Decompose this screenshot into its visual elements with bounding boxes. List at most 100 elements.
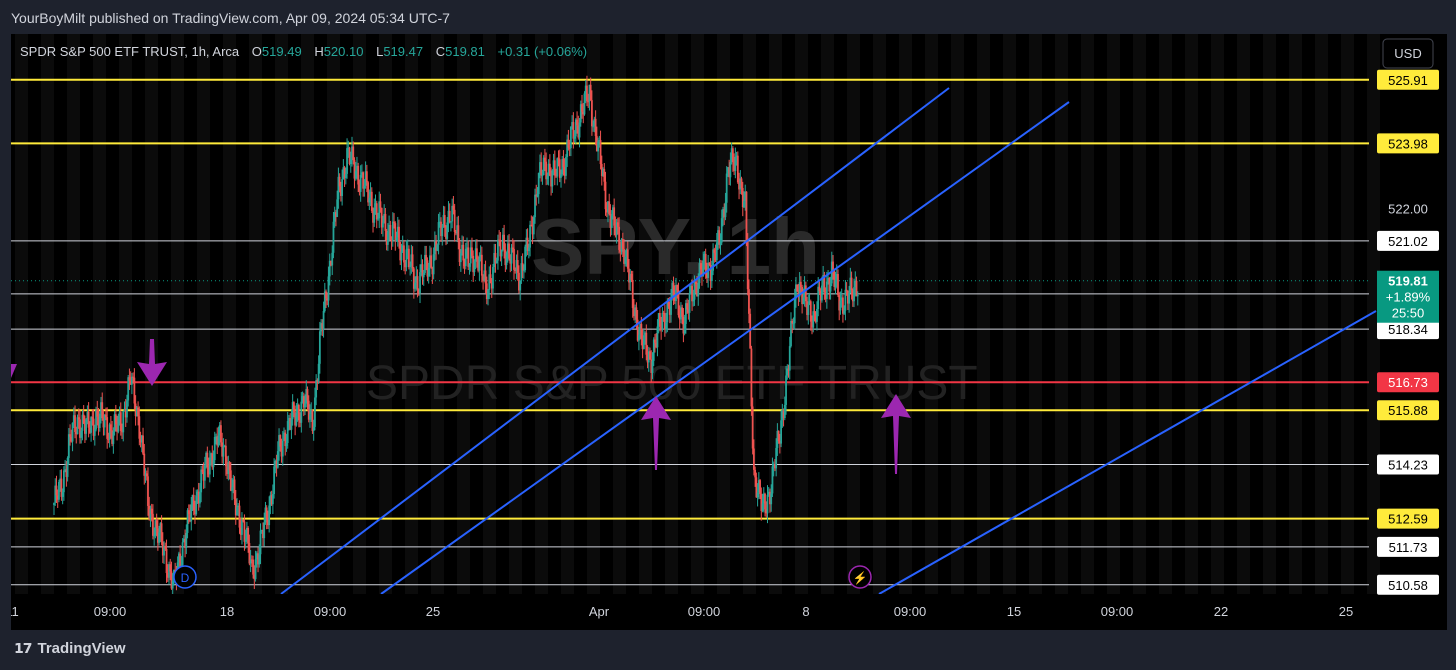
candle-body (222, 446, 225, 457)
candle-body (578, 122, 581, 138)
candle-body (111, 430, 114, 444)
candle-body (364, 171, 367, 186)
footer-bar: 𝟭𝟳 TradingView (0, 630, 1456, 670)
session-stripe (301, 34, 314, 594)
candle-body (526, 237, 529, 252)
candle-body (645, 332, 648, 355)
candle-body (731, 148, 734, 162)
candle-body (454, 231, 457, 234)
currency-button[interactable]: USD (1382, 38, 1434, 69)
channel-trendline (878, 310, 1377, 595)
candle-body (431, 267, 434, 275)
candle-body (283, 432, 285, 441)
candle-body (641, 338, 644, 350)
candle-body (142, 435, 144, 454)
candle-body (327, 276, 330, 301)
candle-body (322, 311, 325, 329)
legend-h-value: 520.10 (324, 44, 364, 59)
candle-body (117, 415, 120, 432)
candle-body (600, 164, 603, 176)
candle-body (458, 242, 461, 263)
session-stripe (1055, 34, 1068, 594)
legend-symbol: SPDR S&P 500 ETF TRUST, 1h, Arca (20, 44, 240, 59)
time-tick-label: 09:00 (94, 604, 127, 619)
level-price-tag (1377, 536, 1439, 557)
candle-body (702, 260, 705, 277)
candle-body (741, 188, 744, 208)
candle-body (220, 425, 222, 443)
event-marker[interactable]: ⚡ (848, 565, 872, 589)
session-stripe (509, 34, 522, 594)
candle-body (122, 410, 125, 433)
brand[interactable]: 𝟭𝟳 TradingView (14, 640, 126, 657)
candle-body (389, 224, 392, 241)
session-stripe (1133, 34, 1146, 594)
candle-body (693, 282, 696, 300)
candle-body (163, 545, 165, 556)
session-stripe (873, 34, 886, 594)
candle-body (849, 277, 852, 293)
candle-body (678, 315, 681, 320)
candle-body (127, 377, 130, 401)
candle-body (498, 239, 501, 241)
candle-body (542, 157, 545, 176)
candle-body (356, 165, 358, 172)
candle-body (466, 247, 468, 249)
candle-body (530, 224, 533, 226)
time-tick-label: Apr (589, 604, 610, 619)
candle-body (440, 221, 442, 237)
candle-body (781, 410, 784, 421)
dividend-marker[interactable]: D (173, 565, 197, 589)
candle-body (100, 402, 102, 414)
candle-body (92, 418, 95, 436)
candle-body (532, 217, 535, 235)
candle-body (415, 276, 418, 283)
candle-body (372, 210, 374, 223)
chart-area[interactable]: SPY, 1h SPDR S&P 500 ETF TRUST 525.91 523… (5, 34, 1447, 630)
candle-body (374, 203, 377, 208)
session-stripe (769, 34, 782, 594)
last-price-badge (1377, 270, 1439, 323)
candle-body (534, 194, 536, 218)
candle-body (706, 272, 708, 278)
candle-body (551, 170, 554, 187)
candle-body (730, 148, 733, 163)
candle-body (154, 520, 157, 536)
candle-body (818, 286, 821, 291)
candle-body (593, 118, 596, 127)
candle-body (95, 410, 97, 430)
price-chart[interactable]: SPY, 1h SPDR S&P 500 ETF TRUST 525.91 523… (5, 34, 1447, 630)
candle-body (74, 415, 76, 432)
candle-body (492, 267, 494, 289)
candle-body (201, 469, 204, 472)
candle-body (670, 297, 672, 315)
candle-body (391, 221, 394, 241)
candle-body (243, 521, 246, 542)
candle-body (610, 215, 613, 228)
candle-body (717, 230, 719, 243)
candle-body (727, 167, 729, 174)
trendlines (280, 87, 1377, 595)
candle-body (378, 201, 381, 219)
candle-body (662, 312, 665, 314)
candle-body (769, 491, 771, 505)
candle-body (108, 424, 111, 440)
candle-body (60, 478, 63, 497)
candle-body (725, 173, 728, 203)
candle-body (586, 85, 588, 102)
candle-body (269, 495, 272, 506)
candle-body (420, 264, 423, 273)
level-price-tag (1377, 400, 1439, 421)
candle-body (482, 275, 484, 281)
candle-body (192, 494, 195, 511)
session-stripe (1289, 34, 1302, 594)
candle-body (184, 538, 186, 548)
candle-body (137, 407, 139, 417)
level-price-tag (1377, 230, 1439, 251)
candle-body (744, 191, 747, 202)
candle-body (419, 272, 421, 294)
candle-body (660, 326, 663, 331)
candle-body (346, 148, 348, 174)
candle-body (404, 262, 407, 268)
candle-body (257, 553, 259, 565)
